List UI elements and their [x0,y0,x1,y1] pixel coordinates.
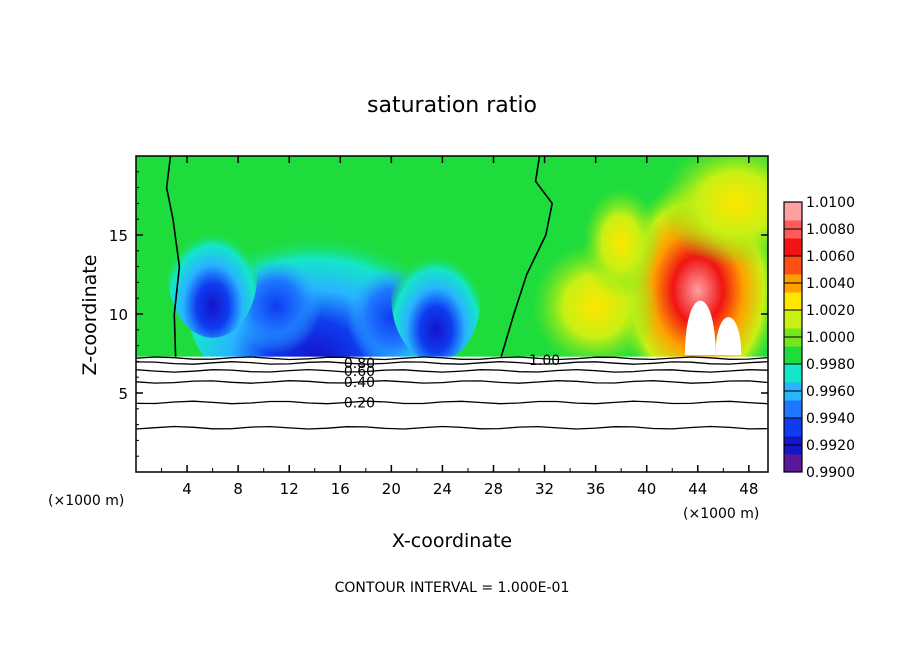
x-tick-label: 44 [688,480,707,498]
plot-area: 0.800.600.400.201.004 8 12 16 20 24 28 32 36 40 44… [109,155,769,498]
colorbar: 0.9900 0.9920 0.9940 0.9960 0.9980 1.0000 1.00… [783,195,855,481]
x-tick-label: 40 [637,480,656,498]
field-region-7 [582,187,660,299]
colorbar-swatch [784,310,802,329]
x-axis-label: X-coordinate [392,530,512,552]
y-tick-label: 10 [109,306,128,324]
saturated-region-0 [685,300,716,356]
colorbar-swatch [784,454,802,473]
colorbar-label: 0.9900 [806,465,855,481]
colorbar-label: 1.0040 [806,276,855,292]
contour-label-3: 0.20 [344,395,375,411]
y-tick-label: 5 [118,385,128,403]
saturated-region-1 [715,317,742,356]
field-region-4 [391,235,481,362]
colorbar-swatch [784,292,802,311]
subcloud-layer [136,356,768,472]
x-tick-label: 12 [280,480,299,498]
y-tick-label: 15 [109,227,128,245]
contour-line-1.00-0 [165,156,181,357]
colorbar-swatch [784,400,802,419]
x-tick-label: 24 [433,480,452,498]
colorbar-swatch [784,238,802,257]
contour-line-lower-5 [136,425,768,430]
saturation-field [136,156,768,472]
colorbar-label: 0.9920 [806,438,855,454]
x-tick-label: 28 [484,480,503,498]
x-tick-label: 36 [586,480,605,498]
colorbar-swatch [784,256,802,275]
x-unit-right: (×1000 m) [683,506,759,522]
x-tick-label: 32 [535,480,554,498]
colorbar-swatch [784,346,802,365]
colorbar-label: 1.0100 [806,195,855,211]
colorbar-label: 1.0000 [806,330,855,346]
colorbar-swatch [784,202,802,221]
colorbar-label: 1.0020 [806,303,855,319]
contour-line-lower-4 [136,400,768,405]
contour-line-1.00-1 [500,156,554,357]
contour-line-lower-3 [136,380,768,384]
y-axis-label: Z-coordinate [79,255,101,376]
x-tick-label: 8 [233,480,243,498]
colorbar-label: 0.9940 [806,411,855,427]
colorbar-swatch [784,364,802,383]
contour-line-lower-2 [136,368,768,373]
contour-line-lower-0 [136,356,768,361]
x-tick-label: 20 [382,480,401,498]
colorbar-label: 0.9960 [806,384,855,400]
x-tick-label: 16 [331,480,350,498]
field-region-8 [659,156,768,267]
x-tick-label: 48 [739,480,758,498]
colorbar-label: 1.0080 [806,222,855,238]
colorbar-label: 0.9980 [806,357,855,373]
contour-line-lower-1 [136,361,768,365]
contour-label-1: 0.60 [344,364,375,380]
colorbar-swatch [784,418,802,437]
colorbar-label: 1.0060 [806,249,855,265]
contour-label-0: 0.80 [344,356,375,372]
contour-label-4: 1.00 [529,353,560,369]
chart-title: saturation ratio [367,93,537,118]
x-unit-left: (×1000 m) [48,493,124,509]
contour-interval-note: CONTOUR INTERVAL = 1.000E-01 [335,580,570,596]
x-tick-label: 4 [182,480,192,498]
contour-label-2: 0.40 [344,375,375,391]
field-region-3 [167,211,258,338]
